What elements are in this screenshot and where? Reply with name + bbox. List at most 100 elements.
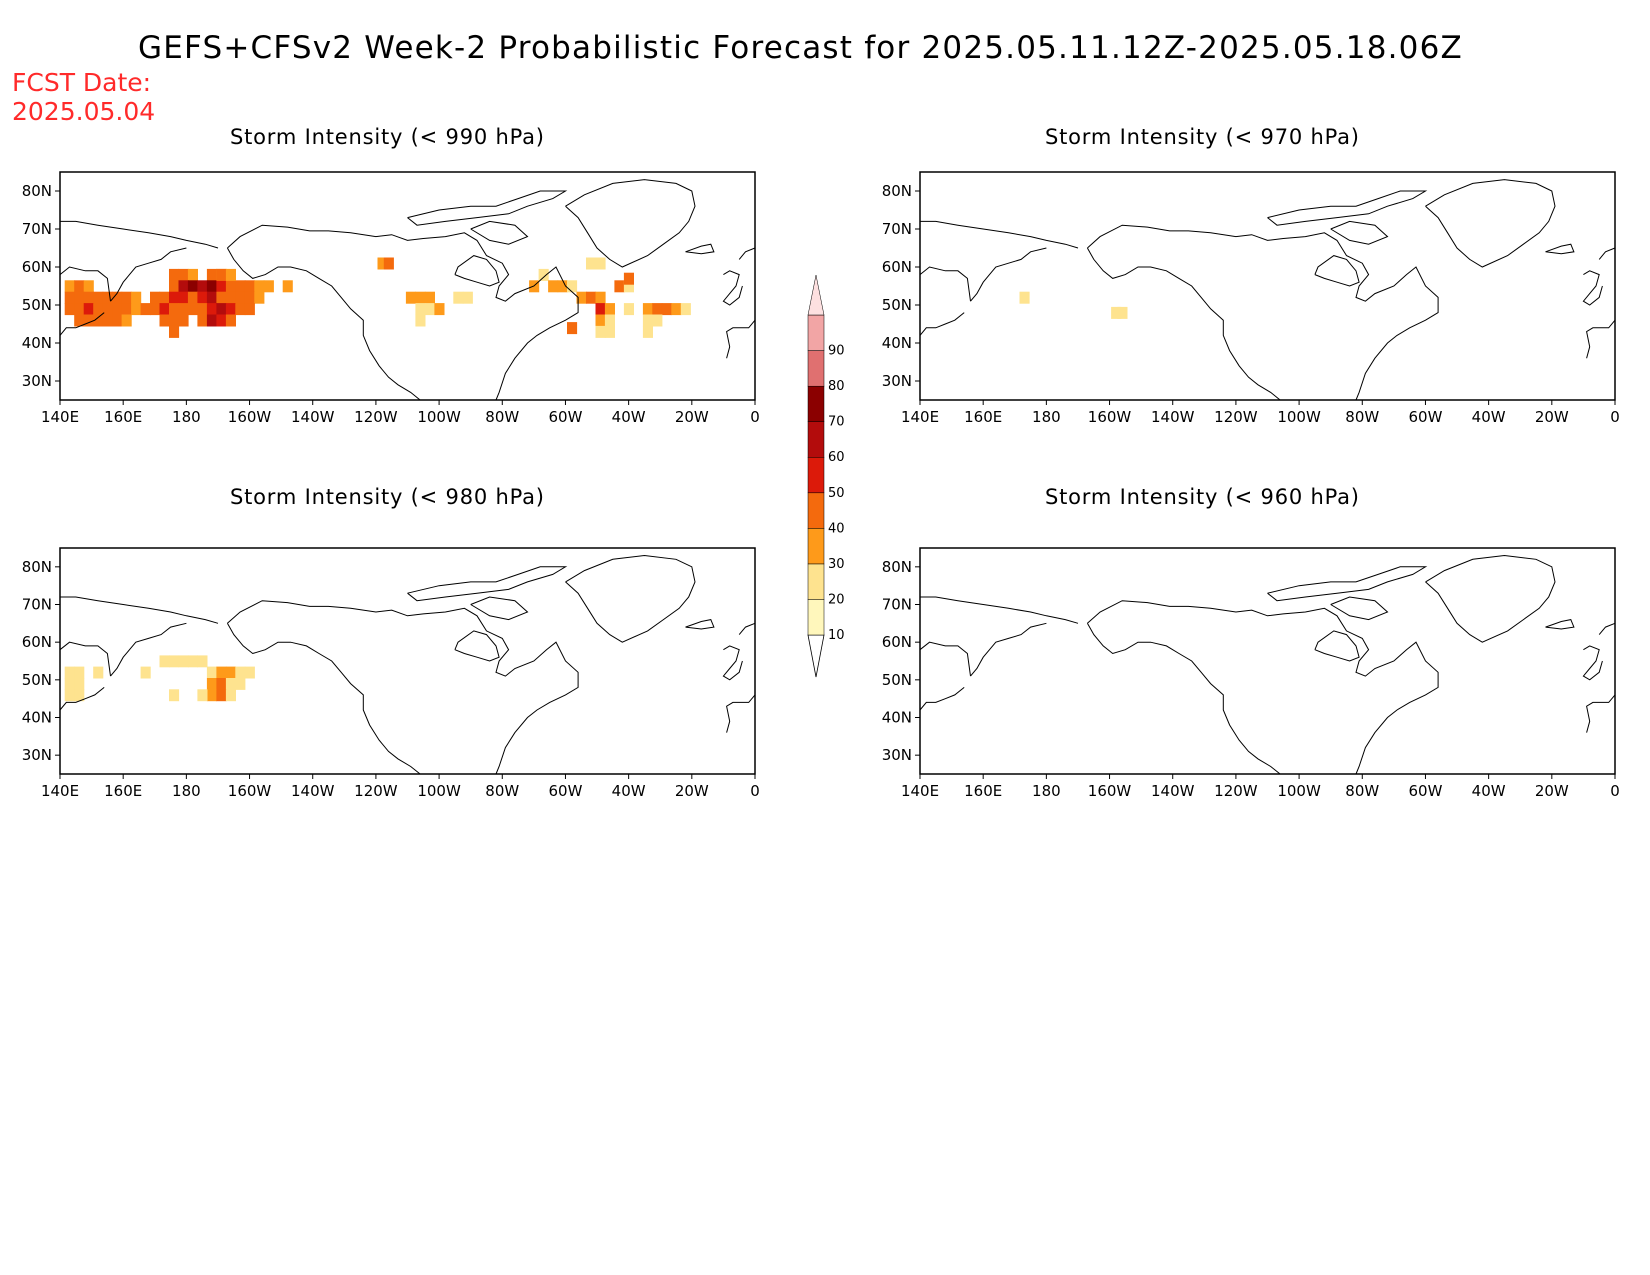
probability-cell xyxy=(1019,291,1030,304)
probability-cell xyxy=(197,689,208,702)
probability-cell xyxy=(216,291,227,304)
lon-tick-label: 160W xyxy=(1088,408,1132,426)
map-panel-980: 80N 70N 60N 50N 40N 30N 140E 160E 180 160W 140W 120… xyxy=(22,547,760,800)
probability-cell xyxy=(187,291,198,304)
probability-cell xyxy=(377,257,388,270)
lon-tick-label: 20W xyxy=(1535,782,1569,800)
probability-cell xyxy=(140,666,151,679)
probability-cell xyxy=(197,280,208,293)
coastline xyxy=(226,623,421,775)
probability-cell xyxy=(64,666,75,679)
probability-cell xyxy=(1117,306,1128,319)
probability-cell xyxy=(225,303,236,316)
probability-cell xyxy=(225,678,236,690)
probability-cell xyxy=(112,303,123,316)
coastline xyxy=(726,319,756,359)
probability-cell xyxy=(159,303,170,316)
lon-tick-label: 160E xyxy=(964,408,1002,426)
probability-cell xyxy=(64,303,75,316)
coastline xyxy=(1330,220,1389,245)
probability-cell xyxy=(216,303,227,316)
lat-tick-label: 30N xyxy=(22,746,52,764)
map-panel-970: 80N 70N 60N 50N 40N 30N 140E 160E 180 160W 140W 120… xyxy=(882,171,1620,426)
probability-cell xyxy=(206,689,217,702)
colorbar-segment xyxy=(807,350,825,387)
coastline xyxy=(920,596,1079,624)
lon-tick-label: 0 xyxy=(1610,782,1620,800)
probability-cell xyxy=(595,291,606,304)
lon-tick-label: 100W xyxy=(1277,408,1321,426)
lon-tick-label: 0 xyxy=(1610,408,1620,426)
lon-tick-label: 140E xyxy=(901,408,939,426)
probability-cell xyxy=(159,291,170,304)
lon-tick-label: 140W xyxy=(1151,408,1195,426)
probability-cell xyxy=(74,314,85,327)
coastline xyxy=(565,554,696,643)
coastline xyxy=(685,619,715,630)
coastline xyxy=(1425,179,1556,268)
probability-cell xyxy=(64,280,75,293)
coastline xyxy=(722,645,743,681)
probability-cell xyxy=(254,291,265,304)
probability-cell xyxy=(206,314,217,327)
probability-cell xyxy=(74,689,85,702)
probability-cell xyxy=(244,280,255,293)
probability-cell xyxy=(74,666,85,679)
probability-cell xyxy=(623,272,634,285)
probability-cell xyxy=(102,303,113,316)
probability-cell xyxy=(93,303,104,316)
lon-tick-label: 180 xyxy=(172,782,201,800)
coastline xyxy=(738,247,756,260)
probability-cell xyxy=(586,257,597,270)
colorbar-segment xyxy=(807,492,825,529)
coastline xyxy=(970,247,1047,302)
probability-cell xyxy=(169,303,180,316)
probability-cell xyxy=(206,268,217,281)
map-frame xyxy=(919,547,1616,775)
coastline xyxy=(1330,596,1389,621)
probability-cell xyxy=(405,291,416,304)
coastline xyxy=(1598,247,1616,260)
probability-cell xyxy=(586,291,597,304)
lon-tick-label: 160E xyxy=(964,782,1002,800)
probability-cell xyxy=(74,303,85,316)
lat-tick-label: 60N xyxy=(882,258,912,276)
coastline xyxy=(919,641,971,677)
lat-tick-label: 70N xyxy=(882,596,912,614)
colorbar-segment xyxy=(807,599,825,636)
probability-cell xyxy=(604,303,615,316)
lon-tick-label: 80W xyxy=(1345,408,1379,426)
colorbar-tick-label: 90 xyxy=(828,344,845,359)
colorbar-segment xyxy=(807,563,825,600)
coastline xyxy=(1267,190,1428,226)
probability-cell xyxy=(216,689,227,702)
coastline xyxy=(722,270,743,306)
panel-title-990: Storm Intensity (< 990 hPa) xyxy=(230,125,545,149)
probability-cell xyxy=(235,280,246,293)
probability-cell xyxy=(642,325,653,338)
probability-cell xyxy=(178,303,189,316)
coastline xyxy=(407,190,568,226)
coastline xyxy=(1545,619,1575,630)
lon-tick-label: 60W xyxy=(548,408,582,426)
lat-tick-label: 80N xyxy=(22,558,52,576)
lon-tick-label: 80W xyxy=(485,408,519,426)
probability-cell xyxy=(197,303,208,316)
coastline xyxy=(1086,247,1281,401)
probability-cell xyxy=(64,678,75,690)
probability-cell xyxy=(424,291,435,304)
probability-cell xyxy=(112,314,123,327)
coastline xyxy=(565,179,696,268)
probability-cell xyxy=(595,257,606,270)
lat-tick-label: 40N xyxy=(22,709,52,727)
coastline xyxy=(726,694,756,733)
probability-cell xyxy=(614,280,625,293)
coastline xyxy=(59,312,105,336)
probability-cell xyxy=(383,257,394,270)
lat-tick-label: 80N xyxy=(22,182,52,200)
lat-tick-label: 50N xyxy=(22,671,52,689)
lat-tick-label: 50N xyxy=(22,296,52,314)
lon-tick-label: 60W xyxy=(548,782,582,800)
colorbar-low-triangle xyxy=(807,634,825,678)
probability-cell xyxy=(178,314,189,327)
